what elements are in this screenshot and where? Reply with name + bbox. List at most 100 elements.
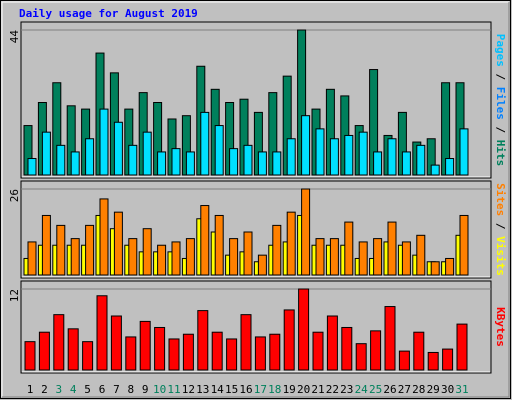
bar <box>416 234 426 276</box>
y-tick-label: 12 <box>8 289 21 302</box>
bar <box>125 336 137 371</box>
bar <box>113 121 123 176</box>
bar <box>427 351 439 371</box>
bar <box>99 198 109 276</box>
bar <box>200 111 210 176</box>
bar <box>185 151 195 176</box>
side-label: Pages / Files / Hits <box>494 34 507 167</box>
bar <box>301 115 311 176</box>
bar <box>243 144 253 176</box>
y-tick-label: 26 <box>8 189 21 202</box>
bar <box>442 348 454 371</box>
bar <box>157 244 167 276</box>
bar <box>168 338 180 371</box>
bar <box>139 320 151 371</box>
side-label-part: / <box>494 216 507 236</box>
bar <box>38 331 50 371</box>
bar <box>229 238 239 276</box>
bar <box>269 333 281 371</box>
bar <box>113 211 123 276</box>
bar <box>459 128 469 176</box>
side-label-part: Pages <box>494 34 507 67</box>
bar <box>298 288 310 371</box>
chart-title: Daily usage for August 2019 <box>19 7 198 20</box>
bar <box>214 214 224 276</box>
bar <box>142 131 152 176</box>
bar <box>445 158 455 176</box>
bar <box>41 131 51 176</box>
bar <box>387 138 397 176</box>
bar <box>416 144 426 176</box>
bar <box>312 331 324 371</box>
bar <box>171 241 181 276</box>
bar <box>82 341 94 371</box>
bar <box>27 158 37 176</box>
x-tick-label: 29 <box>427 383 440 396</box>
x-tick-label: 7 <box>113 383 120 396</box>
side-label: KBytes <box>494 307 507 347</box>
x-tick-label: 23 <box>340 383 353 396</box>
x-tick-label: 15 <box>225 383 238 396</box>
bar <box>430 261 440 276</box>
x-tick-label: 20 <box>297 383 310 396</box>
bar <box>226 338 238 371</box>
bar <box>214 125 224 176</box>
bar <box>370 330 382 371</box>
x-tick-label: 6 <box>99 383 106 396</box>
x-tick-label: 27 <box>398 383 411 396</box>
x-tick-label: 3 <box>55 383 62 396</box>
x-tick-label: 10 <box>153 383 166 396</box>
bar <box>142 228 152 276</box>
bar <box>85 138 95 176</box>
bar <box>344 134 354 176</box>
bar <box>24 341 36 371</box>
bar <box>315 128 325 176</box>
bar <box>110 315 122 371</box>
bar <box>413 331 425 371</box>
x-tick-label: 9 <box>142 383 149 396</box>
bar <box>286 211 296 276</box>
bar <box>272 224 282 276</box>
x-tick-label: 11 <box>167 383 180 396</box>
bar <box>182 333 194 371</box>
bar <box>358 241 368 276</box>
bar <box>301 188 311 276</box>
bar <box>358 131 368 176</box>
bar <box>459 214 469 276</box>
x-tick-label: 14 <box>211 383 225 396</box>
side-label-part: Sites <box>494 183 507 216</box>
bar <box>326 315 338 371</box>
bar <box>67 328 79 371</box>
x-tick-label: 16 <box>239 383 252 396</box>
bar <box>128 238 138 276</box>
side-label-part: / <box>494 67 507 87</box>
x-tick-label: 17 <box>254 383 267 396</box>
bar <box>128 144 138 176</box>
bar <box>272 151 282 176</box>
bar <box>56 144 66 176</box>
bar <box>240 314 252 371</box>
bar <box>70 151 80 176</box>
bar <box>456 323 468 371</box>
x-tick-label: 1 <box>27 383 34 396</box>
x-tick-label: 12 <box>182 383 195 396</box>
x-tick-label: 13 <box>196 383 209 396</box>
bar <box>344 221 354 276</box>
x-tick-label: 18 <box>268 383 281 396</box>
side-label-part: KBytes <box>494 307 507 347</box>
side-label-part: Visits <box>494 236 507 276</box>
bar <box>257 254 267 276</box>
bar <box>315 238 325 276</box>
bar <box>154 326 166 371</box>
bar <box>96 295 108 371</box>
bar <box>257 151 267 176</box>
x-tick-label: 25 <box>369 383 382 396</box>
x-tick-label: 2 <box>41 383 48 396</box>
bar <box>157 151 167 176</box>
bar <box>56 224 66 276</box>
bar <box>283 309 295 371</box>
